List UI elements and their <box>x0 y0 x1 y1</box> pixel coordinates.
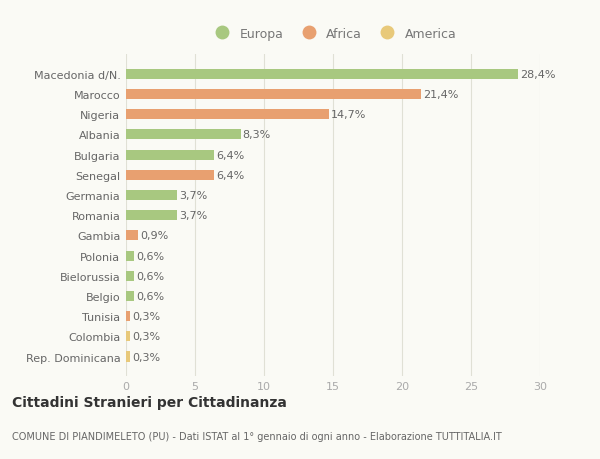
Text: 3,7%: 3,7% <box>179 190 208 201</box>
Text: 0,6%: 0,6% <box>136 271 164 281</box>
Text: 6,4%: 6,4% <box>217 150 245 160</box>
Bar <box>126 211 177 221</box>
Text: 0,9%: 0,9% <box>140 231 169 241</box>
Bar <box>126 311 130 321</box>
Bar <box>126 70 518 80</box>
Text: 0,3%: 0,3% <box>132 331 160 341</box>
Bar <box>126 251 134 261</box>
Text: 0,6%: 0,6% <box>136 251 164 261</box>
Text: 3,7%: 3,7% <box>179 211 208 221</box>
Text: 0,3%: 0,3% <box>132 312 160 321</box>
Text: 8,3%: 8,3% <box>242 130 271 140</box>
Bar <box>126 130 241 140</box>
Text: 14,7%: 14,7% <box>331 110 367 120</box>
Bar <box>126 231 139 241</box>
Text: 0,3%: 0,3% <box>132 352 160 362</box>
Bar <box>126 271 134 281</box>
Legend: Europa, Africa, America: Europa, Africa, America <box>205 23 461 46</box>
Text: 28,4%: 28,4% <box>520 70 556 80</box>
Text: 0,6%: 0,6% <box>136 291 164 301</box>
Bar <box>126 110 329 120</box>
Text: 21,4%: 21,4% <box>424 90 459 100</box>
Bar <box>126 170 214 180</box>
Text: COMUNE DI PIANDIMELETO (PU) - Dati ISTAT al 1° gennaio di ogni anno - Elaborazio: COMUNE DI PIANDIMELETO (PU) - Dati ISTAT… <box>12 431 502 442</box>
Bar <box>126 352 130 362</box>
Text: 6,4%: 6,4% <box>217 170 245 180</box>
Bar <box>126 90 421 100</box>
Bar <box>126 331 130 341</box>
Text: Cittadini Stranieri per Cittadinanza: Cittadini Stranieri per Cittadinanza <box>12 395 287 409</box>
Bar <box>126 150 214 160</box>
Bar <box>126 190 177 201</box>
Bar <box>126 291 134 302</box>
